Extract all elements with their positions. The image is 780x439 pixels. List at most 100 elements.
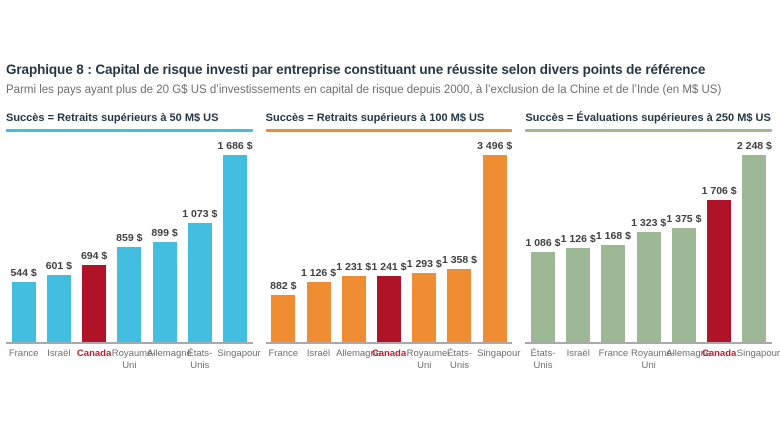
category-label: États-Unis — [447, 348, 472, 371]
bar-value-label: 1 706 $ — [701, 185, 737, 198]
figure-subtitle: Parmi les pays ayant plus de 20 G$ US d’… — [6, 84, 722, 96]
category-label: Royaume-Uni — [111, 348, 156, 371]
category-label: Allemagne — [666, 348, 712, 359]
bar-group-états-unis: 1 073 $ — [182, 208, 217, 342]
bar-group-singapour: 3 496 $ — [477, 140, 512, 342]
category-label: Israël — [306, 348, 331, 359]
bar-value-label: 1 073 $ — [182, 208, 218, 220]
bar — [376, 275, 401, 342]
bar-value-label: 1 168 $ — [595, 229, 631, 242]
figure-content: Graphique 8 : Capital de risque investi … — [6, 62, 780, 372]
bar — [671, 227, 696, 342]
bar-value-label: 1 323 $ — [631, 216, 667, 229]
bar — [636, 231, 661, 342]
bar — [341, 276, 366, 342]
category-label: France — [268, 348, 299, 359]
chart-panel-evaluations-250m: Succès = Évaluations supérieures à 250 M… — [525, 112, 780, 372]
category-label: Royaume-Uni — [406, 348, 451, 371]
bar — [742, 155, 767, 342]
category-label: Singapour — [477, 348, 521, 359]
chart-title-underline — [6, 129, 253, 132]
category-label: France — [598, 348, 629, 359]
bar-value-label: 1 293 $ — [406, 257, 442, 270]
category-label: Allemagne — [146, 348, 192, 359]
bar-value-label: 1 241 $ — [371, 260, 407, 273]
bar-group-allemagne: 899 $ — [147, 227, 182, 342]
bar-value-label: 1 358 $ — [441, 254, 477, 267]
category-axis: France Israël Allemagne Canada Royaume-Uni Ét… — [266, 348, 521, 372]
bar-value-label: 899 $ — [151, 227, 178, 240]
bar-plot-area: 1 086 $1 126 $1 168 $1 323 $1 375 $ 1 706… — [525, 132, 773, 344]
category-label: Canada — [701, 348, 737, 359]
bar — [447, 269, 472, 342]
chart-panel-retraits-100m: Succès = Retraits supérieurs à 100 M$ US… — [265, 112, 521, 372]
category-label: Singapour — [217, 348, 261, 359]
bar-group-israël: 1 126 $ — [561, 233, 596, 342]
bar-group-allemagne: 1 375 $ — [666, 213, 701, 342]
category-label: Israël — [566, 348, 590, 359]
bar-group-allemagne: 1 231 $ — [336, 261, 371, 342]
bar — [601, 244, 626, 342]
chart-title-underline — [265, 129, 513, 132]
chart-title: Succès = Retraits supérieurs à 100 M$ US — [265, 112, 485, 124]
bar-group-singapour: 2 248 $ — [737, 140, 772, 342]
bar-value-label: 3 496 $ — [477, 140, 513, 152]
bar-value-label: 859 $ — [116, 231, 143, 244]
bar-value-label: 1 126 $ — [560, 233, 596, 246]
category-label: Royaume-Uni — [631, 348, 675, 371]
category-label: Canada — [371, 348, 407, 359]
bar-value-label: 1 126 $ — [301, 266, 337, 279]
chart-title: Succès = Retraits supérieurs à 50 M$ US — [6, 112, 219, 124]
bar-group-france: 882 $ — [266, 280, 301, 342]
bar — [306, 281, 331, 342]
bar-plot-area: 882 $ 1 126 $1 231 $1 241 $1 293 $1 358 $… — [265, 132, 513, 344]
bar — [223, 155, 248, 342]
bar — [82, 265, 107, 342]
bar — [482, 155, 507, 342]
category-axis: États-Unis Israël France Royaume-Uni Allemag… — [525, 348, 780, 372]
chart-title-underline — [525, 129, 773, 132]
bar-group-singapour: 1 686 $ — [217, 140, 253, 342]
bar — [152, 242, 177, 342]
bar-value-label: 882 $ — [270, 279, 297, 292]
figure-title: Graphique 8 : Capital de risque investi … — [6, 62, 706, 77]
bar-group-canada: 1 706 $ — [702, 185, 737, 342]
bar — [530, 251, 555, 342]
bar-value-label: 1 375 $ — [666, 212, 702, 225]
bar-value-label: 2 248 $ — [736, 140, 772, 152]
bar-group-canada: 1 241 $ — [371, 260, 407, 342]
bar — [271, 294, 296, 342]
bar — [412, 272, 437, 342]
bar-value-label: 1 231 $ — [336, 261, 372, 274]
bar-group-france: 544 $ — [6, 267, 41, 342]
bar-value-label: 601 $ — [45, 260, 72, 273]
bar-value-label: 694 $ — [80, 250, 108, 263]
bar-group-israël: 1 126 $ — [301, 267, 336, 342]
bar — [11, 281, 36, 342]
bar-group-états-unis: 1 358 $ — [442, 254, 477, 342]
category-axis: France Israël Canada Royaume-Uni Allemagne Ét… — [6, 348, 261, 372]
bar-group-israël: 601 $ — [41, 260, 76, 342]
chart-title: Succès = Évaluations supérieures à 250 M… — [525, 112, 771, 124]
bar-value-label: 1 686 $ — [217, 140, 253, 152]
category-label: Allemagne — [336, 348, 382, 359]
category-label: Canada — [76, 348, 112, 359]
bar-group-royaume-uni: 1 323 $ — [631, 217, 666, 342]
bar-group-france: 1 168 $ — [596, 230, 631, 342]
bar-group-royaume-uni: 859 $ — [112, 232, 147, 342]
charts-row: Succès = Retraits supérieurs à 50 M$ US … — [6, 112, 780, 372]
bar — [187, 223, 212, 342]
bar — [566, 248, 591, 342]
bar — [117, 246, 142, 342]
bar-group-royaume-uni: 1 293 $ — [407, 258, 442, 342]
bar-group-états-unis: 1 086 $ — [525, 237, 560, 342]
bar — [707, 200, 732, 342]
bar-value-label: 1 086 $ — [525, 236, 561, 249]
bar-group-canada: 694 $ — [76, 250, 111, 342]
category-label: Singapour — [736, 348, 780, 359]
category-label: Israël — [47, 348, 71, 359]
chart-panel-retraits-50m: Succès = Retraits supérieurs à 50 M$ US … — [6, 112, 261, 372]
category-label: France — [8, 348, 39, 359]
category-label: États-Unis — [530, 348, 556, 371]
